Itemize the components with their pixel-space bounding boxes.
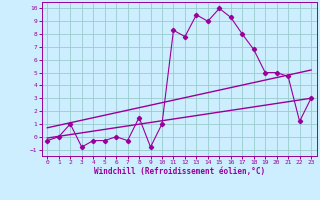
X-axis label: Windchill (Refroidissement éolien,°C): Windchill (Refroidissement éolien,°C) (94, 167, 265, 176)
